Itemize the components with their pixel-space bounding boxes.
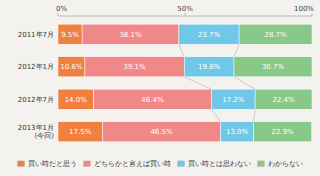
bar-segment bbox=[94, 89, 212, 109]
bar-track bbox=[58, 57, 312, 77]
connector-line bbox=[254, 109, 256, 121]
legend-swatch bbox=[18, 161, 25, 167]
x-tick-label: 0% bbox=[56, 5, 67, 13]
connector-line bbox=[184, 77, 211, 89]
category-label-line: 2012年7月 bbox=[18, 96, 54, 104]
bar-segment bbox=[211, 89, 255, 109]
data-label: 17.5% bbox=[69, 128, 92, 136]
data-label: 38.1% bbox=[119, 31, 142, 39]
bar-segment bbox=[221, 122, 254, 142]
bar-track bbox=[58, 89, 312, 109]
bar-segment bbox=[82, 24, 179, 44]
bars bbox=[58, 24, 312, 142]
bar-track bbox=[58, 122, 312, 142]
data-label: 30.7% bbox=[262, 63, 285, 71]
bar-segment bbox=[234, 57, 312, 77]
bar-segment bbox=[179, 24, 239, 44]
connector-line bbox=[234, 44, 239, 56]
connector-line bbox=[211, 109, 220, 121]
bar-segment bbox=[102, 122, 220, 142]
connector-line bbox=[234, 77, 255, 89]
legend-label: 買い時とは思わない bbox=[188, 160, 251, 168]
bar-segment bbox=[85, 57, 184, 77]
data-label: 9.5% bbox=[61, 31, 79, 39]
category-label-line: 2011年7月 bbox=[18, 31, 54, 39]
data-label: 14.0% bbox=[65, 96, 88, 104]
data-label: 46.4% bbox=[141, 96, 164, 104]
data-label: 28.7% bbox=[264, 31, 287, 39]
x-tick-label: 50% bbox=[177, 5, 193, 13]
category-label-line: (今回) bbox=[35, 132, 55, 140]
bar-track bbox=[58, 24, 312, 44]
data-label: 23.7% bbox=[198, 31, 221, 39]
x-tick bbox=[312, 13, 313, 16]
legend: 買い時だと思う どちらかと言えば買い時 買い時とは思わない わからない bbox=[18, 160, 303, 168]
legend-swatch bbox=[84, 161, 91, 167]
chart: 0% 50% 100% 2011年7月 2012年1月 2012年7月 2013年1月(今回… bbox=[0, 0, 320, 176]
bar-segment bbox=[239, 24, 312, 44]
bar-segment bbox=[255, 89, 312, 109]
data-label: 46.5% bbox=[150, 128, 173, 136]
bar-segment bbox=[254, 122, 312, 142]
bar-segment bbox=[184, 57, 234, 77]
bar-segment bbox=[58, 24, 82, 44]
category-label: 2012年7月 bbox=[18, 96, 54, 104]
connector-line bbox=[179, 44, 184, 56]
x-tick-label: 100% bbox=[294, 5, 314, 13]
category-label: 2012年1月 bbox=[18, 63, 54, 71]
data-label: 17.2% bbox=[222, 96, 245, 104]
category-label-line: 2012年1月 bbox=[18, 63, 54, 71]
data-label: 39.1% bbox=[123, 63, 146, 71]
category-label: 2011年7月 bbox=[18, 31, 54, 39]
category-label-line: 2013年1月 bbox=[18, 124, 54, 132]
legend-label: どちらかと言えば買い時 bbox=[94, 160, 171, 168]
data-label: 22.4% bbox=[272, 96, 295, 104]
bar-segment bbox=[58, 89, 94, 109]
legend-label: わからない bbox=[268, 160, 303, 168]
data-label: 22.9% bbox=[272, 128, 295, 136]
data-label: 19.6% bbox=[198, 63, 221, 71]
legend-label: 買い時だと思う bbox=[28, 160, 77, 168]
bar-segment bbox=[58, 57, 85, 77]
category-label: 2013年1月(今回) bbox=[18, 124, 55, 140]
x-tick bbox=[58, 13, 59, 16]
data-label: 13.0% bbox=[226, 128, 249, 136]
legend-swatch bbox=[178, 161, 185, 167]
legend-swatch bbox=[258, 161, 265, 167]
x-tick bbox=[185, 13, 186, 16]
bar-segment bbox=[58, 122, 102, 142]
data-label: 10.6% bbox=[60, 63, 83, 71]
